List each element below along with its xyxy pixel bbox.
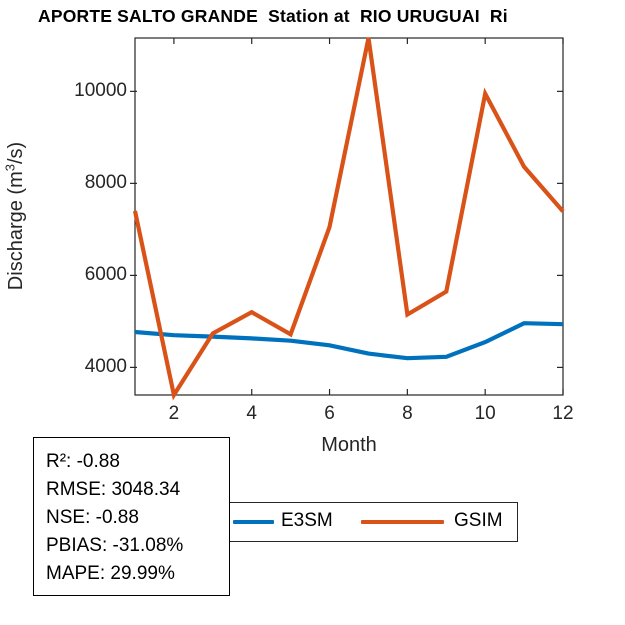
y-axis-label: Discharge (m3/s) [2,141,27,291]
x-tick-label: 6 [324,403,335,424]
legend-label-e3sm: E3SM [281,510,333,531]
axis-box [134,37,564,396]
x-tick-label: 12 [552,403,574,424]
y-tick-label: 4000 [84,356,127,378]
stats-annotation-box: R²: -0.88 RMSE: 3048.34 NSE: -0.88 PBIAS… [33,437,230,596]
stat-nse: NSE: -0.88 [46,507,139,528]
chart-title: APORTE SALTO GRANDE Station at RIO URUGU… [38,6,508,26]
series-line-gsim [132,37,565,401]
legend-line-e3sm [233,520,274,524]
x-axis-label: Month [321,434,377,456]
x-tick-label: 2 [168,403,180,424]
stat-mape: MAPE: 29.99% [46,563,175,584]
x-tick-label: 10 [474,403,496,424]
legend-line-gsim [361,520,444,524]
stat-pbias: PBIAS: -31.08% [46,535,184,556]
legend: E3SM GSIM [222,502,518,542]
y-tick-label: 6000 [84,264,127,286]
x-tick-label: 8 [402,403,413,424]
x-tick-label: 4 [246,403,257,424]
y-tick-label: 8000 [84,172,127,194]
series-line-e3sm [134,321,564,361]
legend-label-gsim: GSIM [454,510,503,531]
stat-rmse: RMSE: 3048.34 [46,479,181,500]
stat-r2: R²: -0.88 [46,451,120,472]
y-tick-label: 10000 [74,80,127,102]
